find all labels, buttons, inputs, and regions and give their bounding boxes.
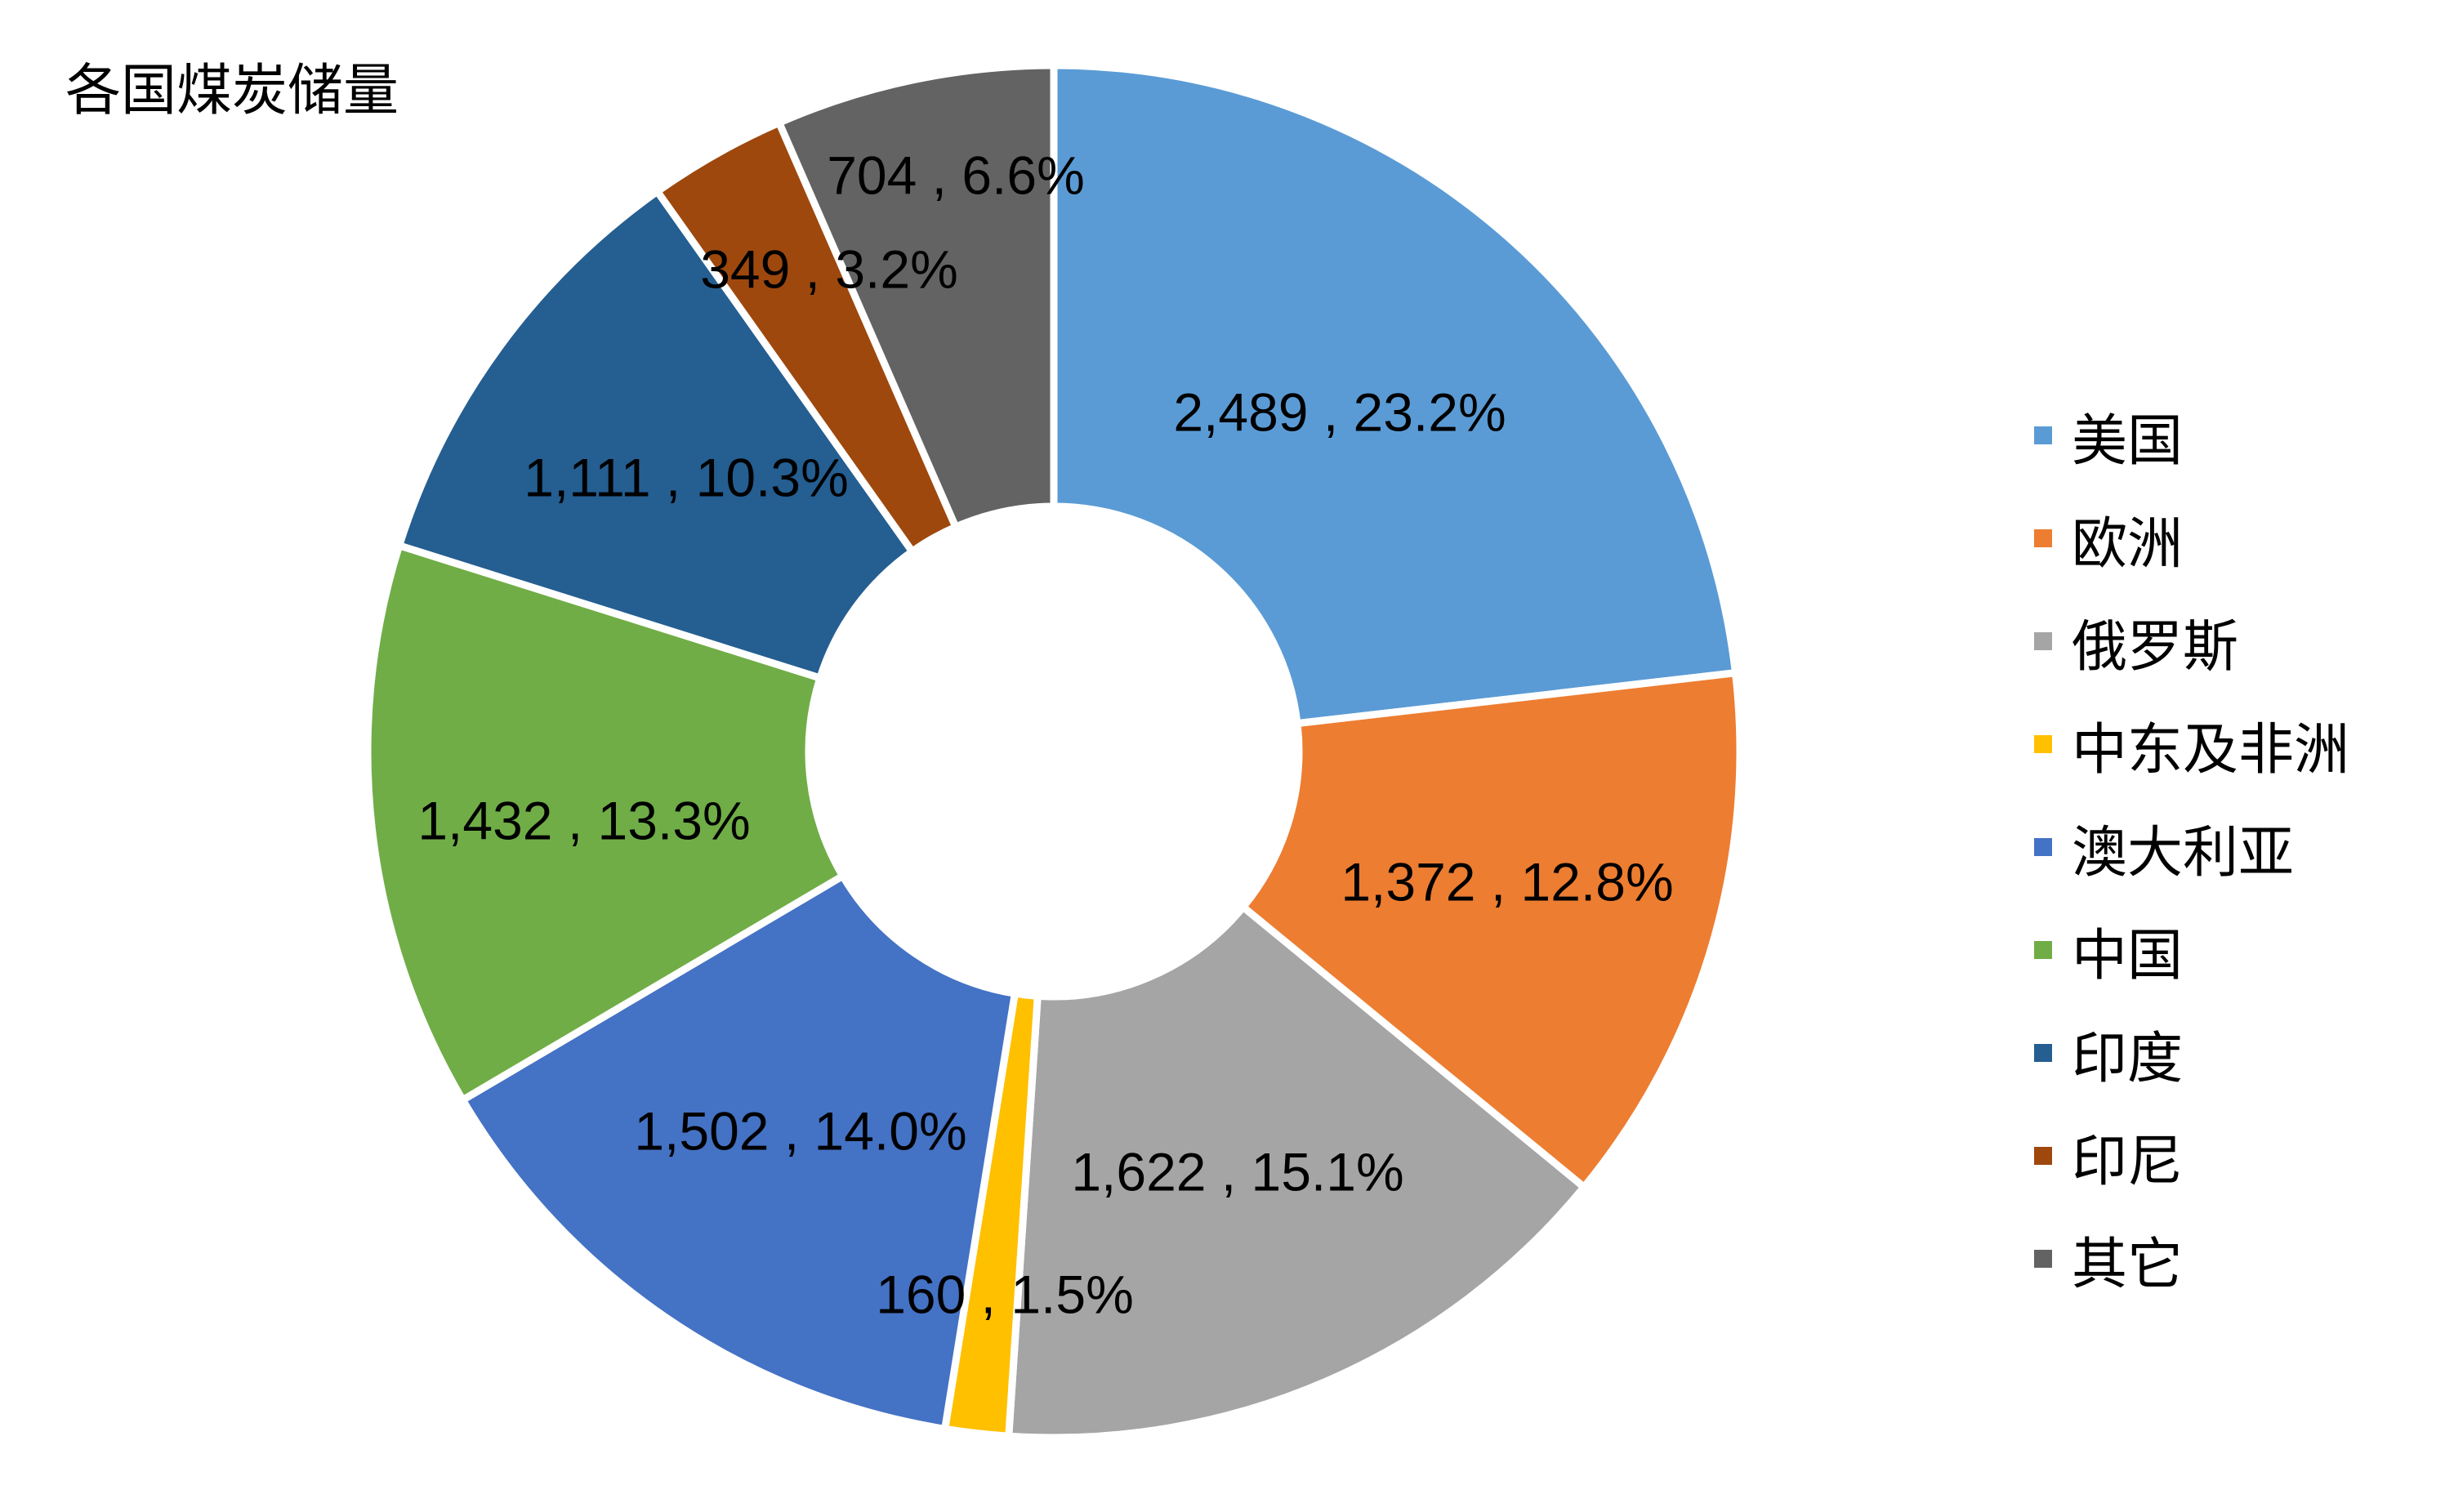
legend-swatch bbox=[2034, 735, 2052, 753]
legend-swatch bbox=[2034, 1044, 2052, 1062]
legend-label: 俄罗斯 bbox=[2072, 614, 2239, 680]
pie-slice-7 bbox=[395, 186, 917, 683]
legend-label: 其它 bbox=[2072, 1232, 2184, 1297]
legend-label: 澳大利亚 bbox=[2072, 820, 2295, 885]
data-label-6: 1,432 , 13.3% bbox=[417, 790, 750, 850]
data-label-8: 349 , 3.2% bbox=[700, 239, 958, 299]
legend-swatch bbox=[2034, 838, 2052, 856]
legend: 美国欧洲俄罗斯中东及非洲澳大利亚中国印度印尼其它 bbox=[2034, 384, 2349, 1310]
legend-item-8: 印尼 bbox=[2034, 1104, 2349, 1207]
legend-swatch bbox=[2034, 1147, 2052, 1165]
legend-item-4: 中东及非洲 bbox=[2034, 693, 2349, 796]
legend-label: 印尼 bbox=[2072, 1129, 2184, 1194]
pie-slice-3 bbox=[1004, 902, 1590, 1442]
pie-slice-9 bbox=[774, 61, 1058, 533]
legend-item-7: 印度 bbox=[2034, 1001, 2349, 1104]
legend-label: 中国 bbox=[2072, 923, 2184, 988]
legend-label: 中东及非洲 bbox=[2072, 717, 2350, 783]
data-label-1: 2,489 , 23.2% bbox=[1173, 381, 1506, 442]
legend-item-6: 中国 bbox=[2034, 899, 2349, 1001]
legend-item-2: 欧洲 bbox=[2034, 487, 2349, 590]
pie-slice-1 bbox=[1050, 61, 1740, 728]
legend-label: 美国 bbox=[2072, 408, 2184, 474]
data-label-2: 1,372 , 12.8% bbox=[1341, 851, 1673, 912]
data-label-7: 1,111 , 10.3% bbox=[524, 447, 849, 507]
legend-item-5: 澳大利亚 bbox=[2034, 796, 2349, 899]
chart-title: 各国煤炭储量 bbox=[65, 59, 399, 123]
legend-item-1: 美国 bbox=[2034, 384, 2349, 487]
legend-swatch bbox=[2034, 426, 2052, 444]
data-label-3: 1,622 , 15.1% bbox=[1071, 1141, 1403, 1202]
legend-label: 印度 bbox=[2072, 1026, 2184, 1091]
pie-slice-5 bbox=[457, 871, 1019, 1434]
pie-slice-2 bbox=[1238, 668, 1744, 1193]
legend-swatch bbox=[2034, 941, 2052, 959]
legend-item-3: 俄罗斯 bbox=[2034, 590, 2349, 693]
data-label-5: 1,502 , 14.0% bbox=[634, 1100, 966, 1161]
pie-slice-6 bbox=[364, 541, 848, 1105]
legend-label: 欧洲 bbox=[2072, 511, 2184, 577]
legend-swatch bbox=[2034, 632, 2052, 650]
data-label-9: 704 , 6.6% bbox=[827, 145, 1085, 205]
legend-swatch bbox=[2034, 529, 2052, 547]
data-label-4: 160 , 1.5% bbox=[876, 1264, 1134, 1324]
legend-swatch bbox=[2034, 1250, 2052, 1268]
legend-item-9: 其它 bbox=[2034, 1207, 2349, 1310]
